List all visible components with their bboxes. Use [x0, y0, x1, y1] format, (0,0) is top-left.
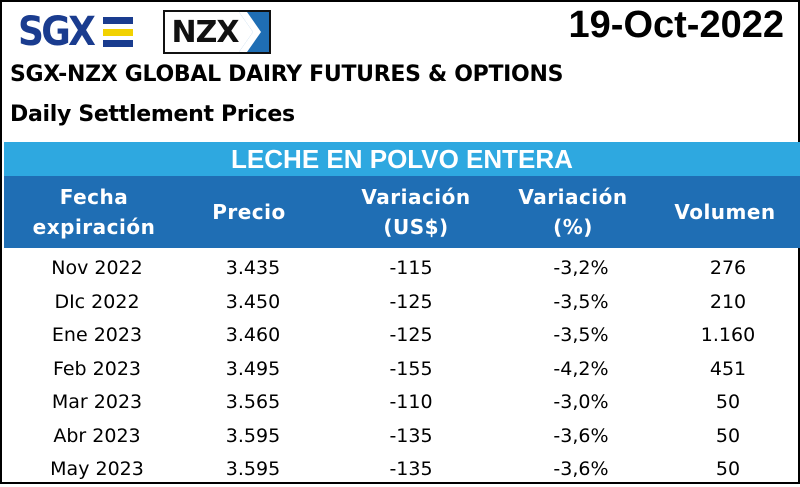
cell-expiry: Mar 2023 — [51, 391, 143, 413]
cell-change-usd: -135 — [389, 458, 433, 480]
report-subtitle: Daily Settlement Prices — [10, 102, 295, 127]
cell-change-usd: -155 — [389, 357, 433, 380]
logo-bar: SGX NZX — [18, 8, 272, 56]
table-header: Fecha expiración Precio Variación (US$) … — [4, 176, 800, 248]
cell-change-usd: -125 — [389, 290, 433, 313]
sgx-logo: SGX — [18, 9, 134, 55]
cell-expiry: Feb 2023 — [52, 357, 142, 380]
column-header-expiry: Fecha expiración — [4, 176, 184, 248]
cell-price: 3.460 — [225, 324, 281, 346]
table-row: Abr 2023 3.595 -135 -3,6% 50 — [4, 420, 800, 454]
cell-price: 3.565 — [225, 391, 281, 413]
column-header-line: (US$) — [383, 215, 449, 239]
cell-price: 3.595 — [225, 458, 281, 480]
cell-change-pct: -3,6% — [553, 424, 609, 447]
cell-volume: 276 — [709, 257, 747, 279]
table-row: Mar 2023 3.565 -110 -3,0% 50 — [4, 386, 800, 420]
cell-change-pct: -3,6% — [553, 458, 609, 480]
cell-expiry: May 2023 — [50, 458, 144, 480]
sgx-logo-text: SGX — [18, 9, 96, 55]
column-header-line: Volumen — [674, 200, 776, 224]
table-row: DIc 2022 3.450 -125 -3,5% 210 — [4, 286, 800, 320]
column-header-line: Precio — [212, 200, 286, 224]
column-header-change-usd: Variación (US$) — [326, 176, 506, 248]
table-row: May 2023 3.595 -135 -3,6% 50 — [4, 453, 800, 487]
column-header-price: Precio — [184, 176, 314, 248]
cell-price: 3.495 — [225, 357, 281, 380]
table-row: Ene 2023 3.460 -125 -3,5% 1.160 — [4, 319, 800, 353]
cell-price: 3.435 — [225, 257, 281, 279]
nzx-chevron-icon — [239, 12, 270, 52]
table-body: Nov 2022 3.435 -115 -3,2% 276 DIc 2022 3… — [4, 252, 800, 487]
cell-change-usd: -110 — [389, 391, 433, 413]
cell-expiry: DIc 2022 — [54, 290, 140, 313]
column-header-volume: Volumen — [650, 176, 800, 248]
cell-price: 3.595 — [225, 424, 281, 447]
cell-volume: 210 — [709, 290, 747, 313]
cell-volume: 451 — [709, 357, 747, 380]
nzx-logo: NZX — [163, 10, 272, 54]
cell-change-pct: -3,0% — [553, 391, 609, 413]
cell-expiry: Abr 2023 — [53, 424, 141, 447]
cell-volume: 1.160 — [700, 324, 756, 346]
sgx-logo-bars-icon — [103, 17, 134, 47]
column-header-change-pct: Variación (%) — [496, 176, 650, 248]
cell-change-usd: -135 — [389, 424, 433, 447]
table-row: Feb 2023 3.495 -155 -4,2% 451 — [4, 353, 800, 387]
column-header-line: Fecha — [59, 185, 129, 209]
report-title: SGX-NZX GLOBAL DAIRY FUTURES & OPTIONS — [10, 62, 564, 87]
report-date: 19-Oct-2022 — [568, 4, 784, 46]
cell-change-usd: -125 — [389, 324, 433, 346]
cell-volume: 50 — [715, 458, 741, 480]
product-banner: LECHE EN POLVO ENTERA — [4, 142, 800, 176]
cell-change-pct: -3,5% — [553, 324, 609, 346]
column-header-line: expiración — [32, 215, 156, 239]
cell-price: 3.450 — [225, 290, 281, 313]
column-header-line: (%) — [553, 215, 593, 239]
table-row: Nov 2022 3.435 -115 -3,2% 276 — [4, 252, 800, 286]
cell-expiry: Ene 2023 — [51, 324, 143, 346]
column-header-line: Variación — [518, 185, 628, 209]
cell-volume: 50 — [715, 391, 741, 413]
cell-change-pct: -3,2% — [553, 257, 609, 279]
cell-change-pct: -4,2% — [553, 357, 609, 380]
cell-expiry: Nov 2022 — [51, 257, 143, 279]
column-header-line: Variación — [361, 185, 471, 209]
nzx-logo-text: NZX — [171, 14, 239, 50]
cell-volume: 50 — [715, 424, 741, 447]
cell-change-pct: -3,5% — [553, 290, 609, 313]
cell-change-usd: -115 — [389, 257, 433, 279]
